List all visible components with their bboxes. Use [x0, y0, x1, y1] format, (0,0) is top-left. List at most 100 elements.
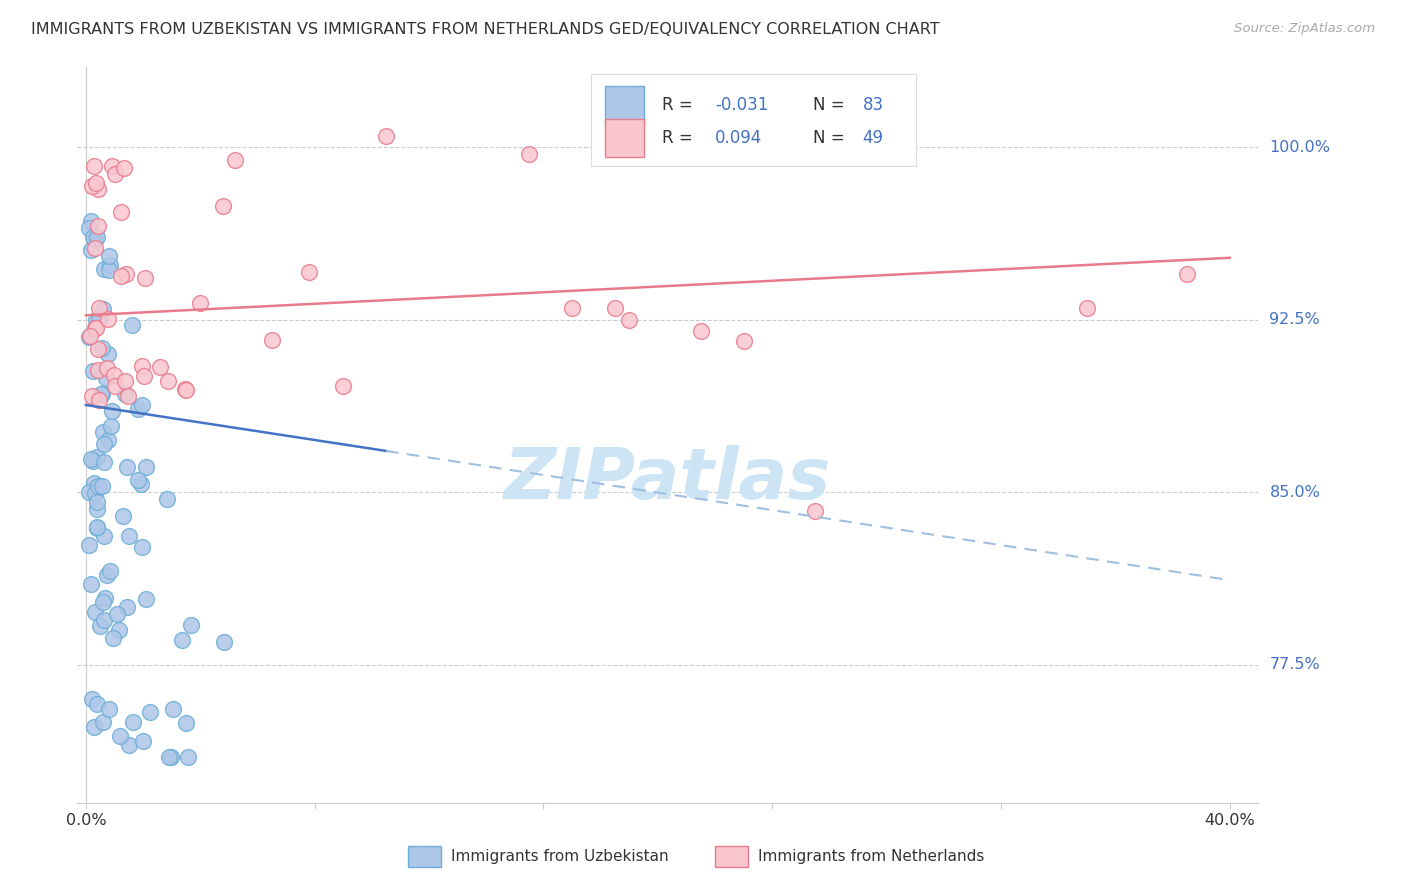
- Text: R =: R =: [662, 96, 697, 114]
- Point: [94, 371, 117, 385]
- Point: [131, 541, 153, 555]
- FancyBboxPatch shape: [716, 847, 748, 867]
- Point: [157, 749, 180, 764]
- Text: -0.031: -0.031: [716, 96, 769, 114]
- FancyBboxPatch shape: [591, 74, 915, 166]
- Point: [87, 182, 110, 196]
- Point: [83, 159, 105, 173]
- Point: [97, 701, 120, 715]
- Point: [176, 716, 198, 731]
- Point: [80, 243, 103, 257]
- Point: [79, 330, 101, 344]
- Point: [100, 159, 122, 173]
- Point: [104, 167, 127, 181]
- Point: [101, 404, 124, 418]
- Point: [91, 301, 114, 316]
- Point: [84, 486, 107, 500]
- Point: [84, 321, 107, 335]
- Point: [224, 153, 246, 168]
- Text: Source: ZipAtlas.com: Source: ZipAtlas.com: [1234, 22, 1375, 36]
- Point: [117, 389, 139, 403]
- Point: [121, 318, 143, 332]
- Point: [98, 258, 121, 272]
- Text: N =: N =: [813, 96, 851, 114]
- Point: [91, 715, 114, 730]
- Point: [84, 177, 107, 191]
- Point: [139, 705, 162, 719]
- Point: [97, 433, 120, 447]
- Text: IMMIGRANTS FROM UZBEKISTAN VS IMMIGRANTS FROM NETHERLANDS GED/EQUIVALENCY CORREL: IMMIGRANTS FROM UZBEKISTAN VS IMMIGRANTS…: [31, 22, 939, 37]
- Point: [79, 539, 101, 553]
- Point: [82, 364, 104, 378]
- Point: [79, 577, 101, 591]
- Point: [87, 363, 110, 377]
- Point: [87, 342, 110, 356]
- Point: [180, 618, 202, 632]
- Point: [97, 312, 120, 326]
- Point: [260, 333, 283, 347]
- Point: [79, 484, 101, 499]
- Point: [93, 614, 115, 628]
- Point: [103, 368, 125, 382]
- Point: [89, 392, 111, 407]
- Point: [111, 509, 134, 524]
- Point: [118, 739, 141, 753]
- Text: Immigrants from Netherlands: Immigrants from Netherlands: [758, 849, 984, 864]
- Point: [80, 179, 103, 194]
- Text: 100.0%: 100.0%: [1270, 140, 1330, 155]
- Point: [84, 233, 107, 247]
- Point: [86, 502, 108, 516]
- Point: [86, 450, 108, 464]
- Point: [298, 265, 321, 279]
- Point: [172, 633, 194, 648]
- Point: [804, 504, 827, 518]
- Point: [561, 301, 583, 316]
- Point: [733, 334, 755, 348]
- Point: [83, 605, 105, 619]
- Point: [93, 455, 115, 469]
- Point: [97, 262, 120, 277]
- Point: [84, 320, 107, 334]
- Point: [96, 567, 118, 582]
- Point: [89, 619, 111, 633]
- Point: [332, 379, 354, 393]
- Point: [174, 382, 197, 396]
- Point: [619, 313, 641, 327]
- Point: [159, 749, 181, 764]
- Point: [80, 389, 103, 403]
- Point: [129, 477, 152, 491]
- Point: [80, 692, 103, 706]
- Point: [135, 460, 157, 475]
- Point: [131, 359, 153, 373]
- Point: [157, 374, 180, 388]
- Point: [97, 249, 120, 263]
- Text: ZIPatlas: ZIPatlas: [505, 444, 831, 514]
- Point: [174, 384, 197, 398]
- Point: [110, 729, 132, 743]
- Point: [90, 341, 112, 355]
- Point: [80, 452, 103, 467]
- Point: [114, 387, 136, 401]
- Point: [86, 521, 108, 535]
- Point: [87, 301, 110, 315]
- Point: [83, 241, 105, 255]
- Text: R =: R =: [662, 129, 697, 147]
- Point: [101, 632, 124, 646]
- Point: [108, 624, 131, 638]
- Point: [86, 495, 108, 509]
- FancyBboxPatch shape: [408, 847, 441, 867]
- Point: [214, 635, 236, 649]
- Text: 83: 83: [863, 96, 884, 114]
- Point: [132, 733, 155, 747]
- Point: [127, 401, 149, 416]
- Text: N =: N =: [813, 129, 851, 147]
- Point: [118, 529, 141, 543]
- Point: [91, 595, 114, 609]
- Point: [114, 267, 136, 281]
- Point: [93, 529, 115, 543]
- Point: [115, 599, 138, 614]
- Point: [77, 221, 100, 235]
- Point: [115, 459, 138, 474]
- FancyBboxPatch shape: [605, 120, 644, 157]
- Point: [94, 591, 117, 605]
